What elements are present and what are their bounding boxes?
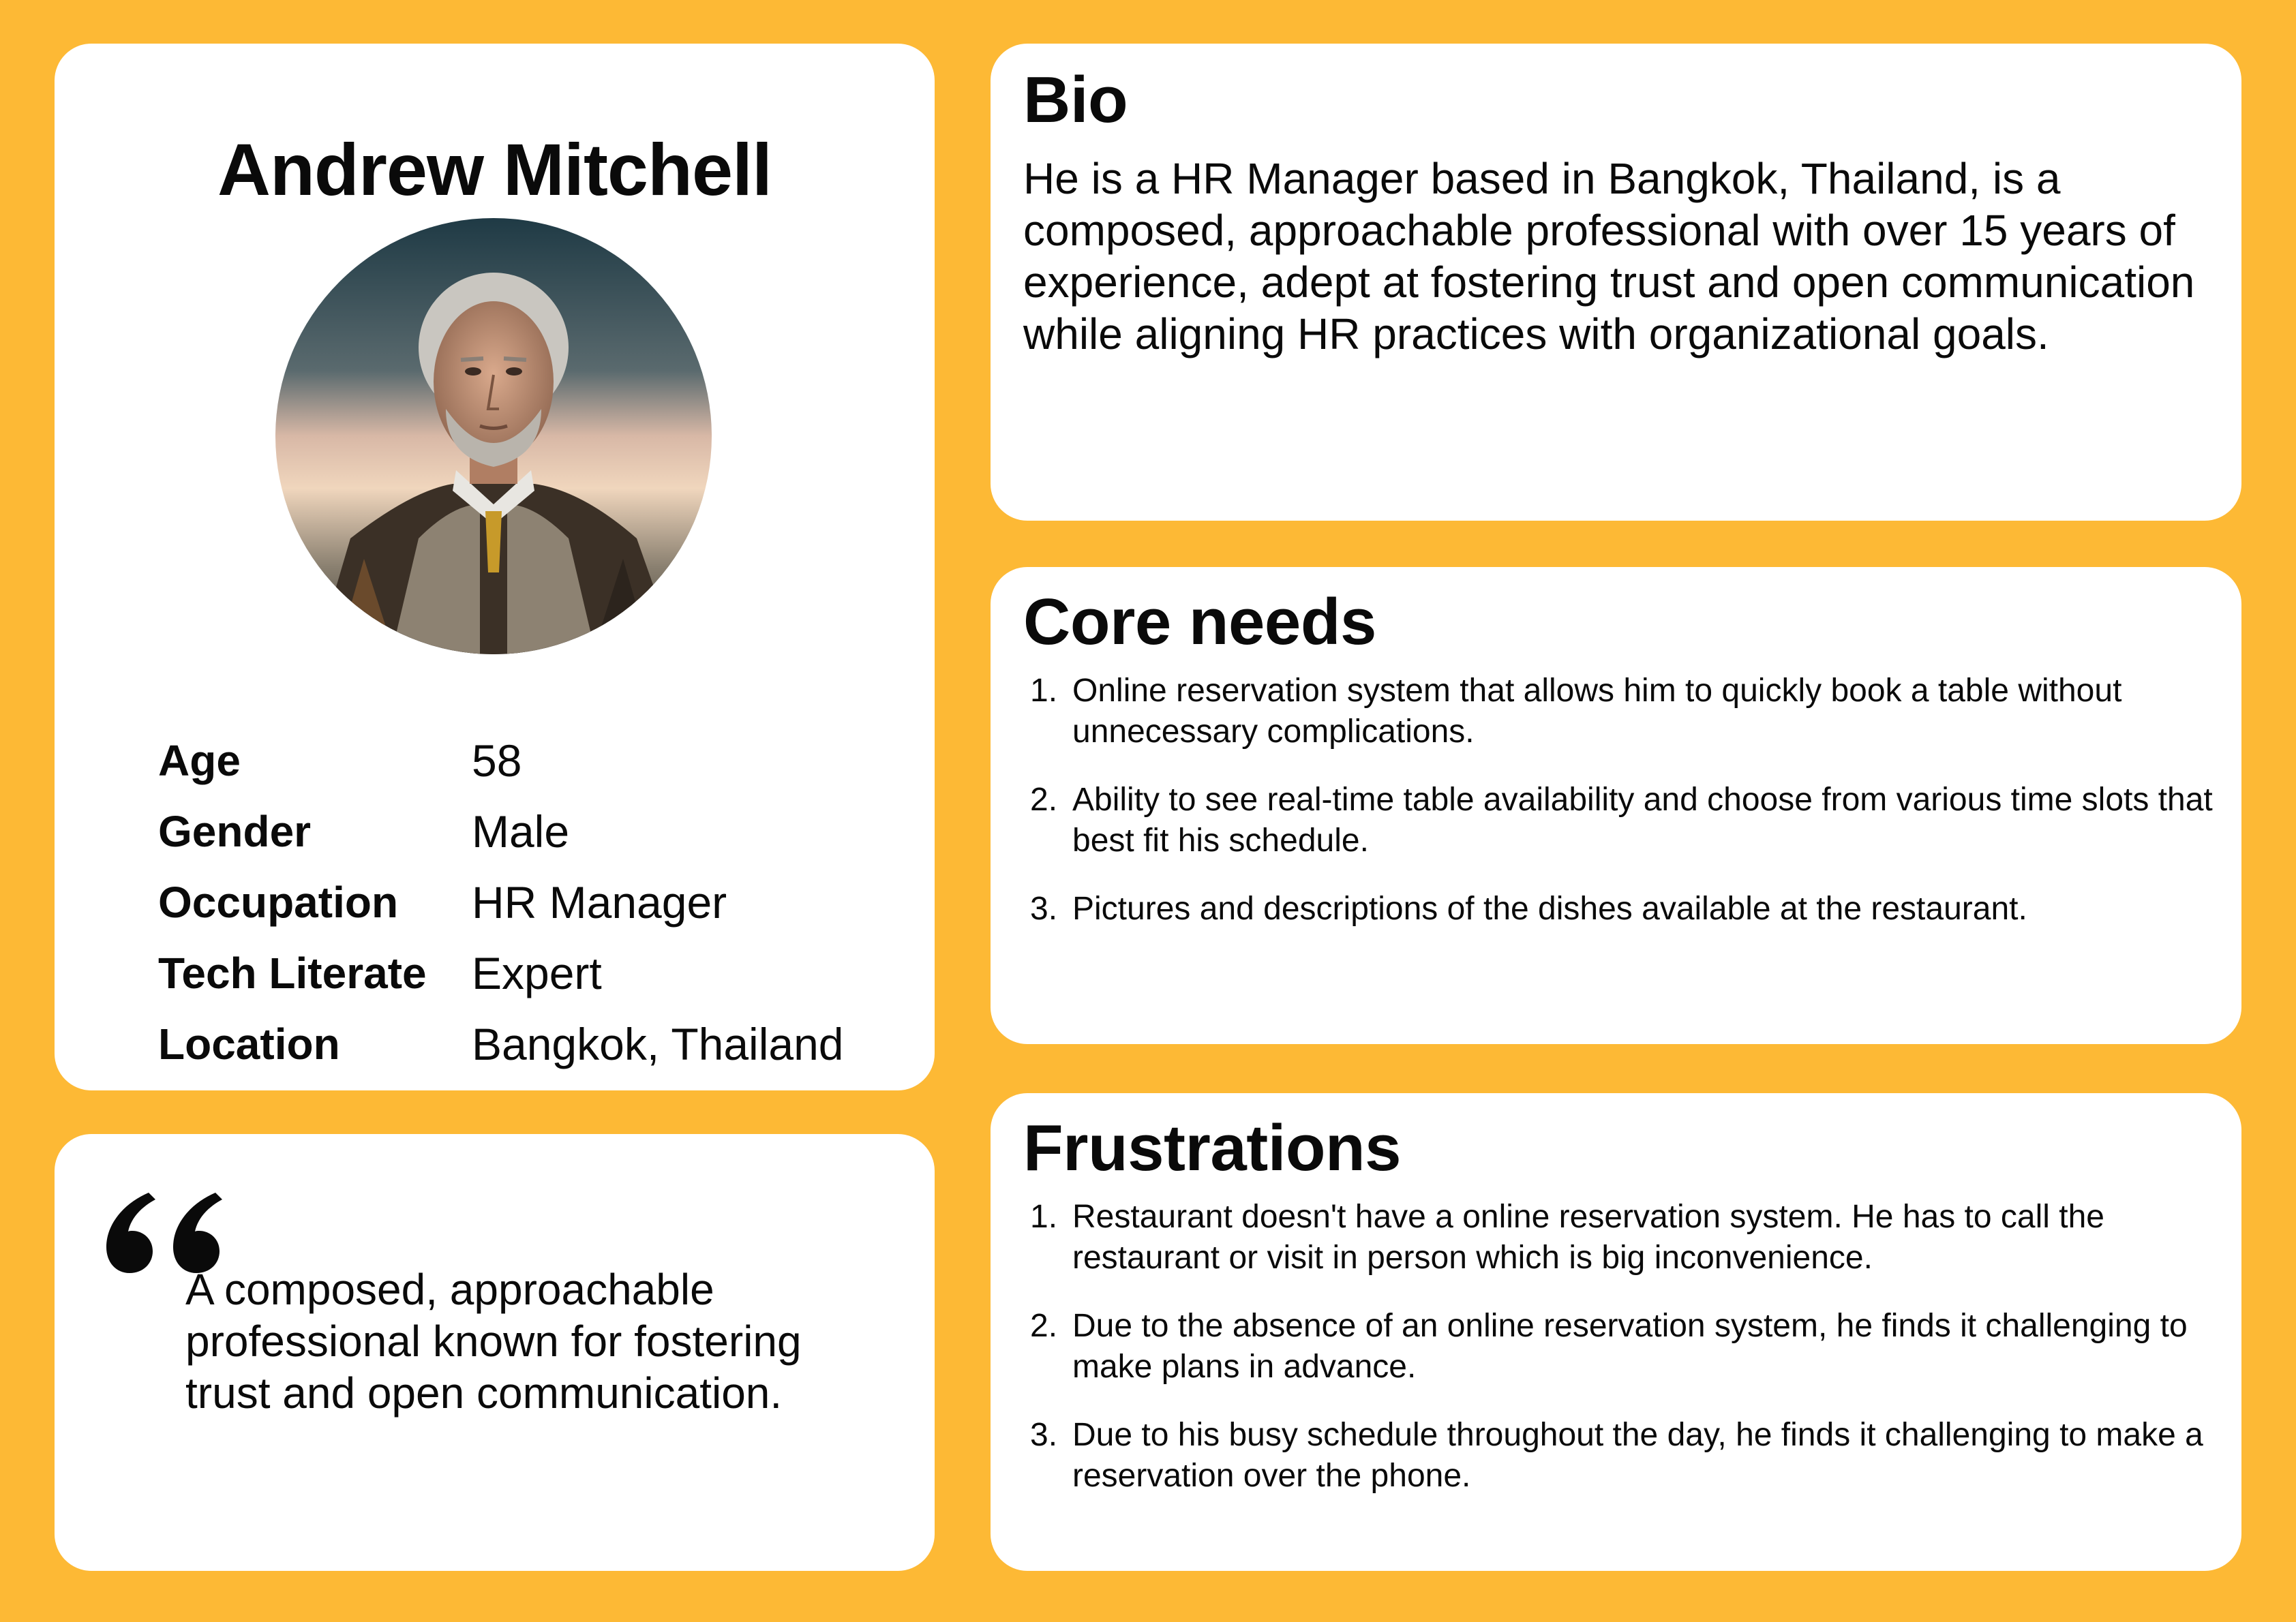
frustrations-card: Frustrations 1. Restaurant doesn't have … [991,1093,2241,1571]
avatar [275,218,712,654]
attribute-value: Expert [472,948,602,998]
attribute-value: Bangkok, Thailand [472,1019,844,1069]
list-number: 1. [1030,1199,1058,1235]
bio-card: Bio He is a HR Manager based in Bangkok,… [991,44,2241,521]
list-item: 3. Due to his busy schedule throughout t… [1023,1415,2223,1497]
attribute-label: Occupation [158,878,399,927]
attribute-row-age: Age 58 [158,725,844,796]
frustrations-list: 1. Restaurant doesn't have a online rese… [1023,1197,2223,1524]
list-number: 2. [1030,1308,1058,1344]
frustrations-title: Frustrations [1023,1112,1402,1184]
core-needs-list: 1. Online reservation system that allows… [1023,671,2223,957]
attribute-value: 58 [472,735,522,786]
list-item-text: Online reservation system that allows hi… [1072,673,2122,750]
attribute-label: Gender [158,807,312,856]
list-item: 3. Pictures and descriptions of the dish… [1023,889,2223,930]
list-number: 2. [1030,782,1058,818]
list-item-text: Due to his busy schedule throughout the … [1072,1417,2203,1494]
persona-name: Andrew Mitchell [217,128,772,211]
attribute-row-occupation: Occupation HR Manager [158,867,844,938]
attribute-row-gender: Gender Male [158,796,844,867]
list-item: 2. Due to the absence of an online reser… [1023,1306,2223,1388]
profile-card: Andrew Mitchell [55,44,935,1090]
list-item-text: Restaurant doesn't have a online reserva… [1072,1199,2104,1276]
list-item-text: Pictures and descriptions of the dishes … [1072,891,2027,927]
portrait-photo [275,218,712,654]
attribute-label: Tech Literate [158,949,427,998]
attribute-value: HR Manager [472,877,727,928]
list-item-text: Ability to see real-time table availabil… [1072,782,2213,859]
bio-text: He is a HR Manager based in Bangkok, Tha… [1023,154,2195,358]
core-needs-title: Core needs [1023,585,1376,658]
list-item: 1. Restaurant doesn't have a online rese… [1023,1197,2223,1279]
attribute-label: Location [158,1020,340,1069]
attribute-value: Male [472,806,570,857]
list-number: 1. [1030,673,1058,709]
list-number: 3. [1030,1417,1058,1453]
core-needs-card: Core needs 1. Online reservation system … [991,567,2241,1044]
attribute-row-location: Location Bangkok, Thailand [158,1009,844,1080]
attribute-label: Age [158,736,241,785]
attribute-row-tech-literate: Tech Literate Expert [158,938,844,1009]
quote-mark-icon [106,1193,222,1273]
list-item: 2. Ability to see real-time table availa… [1023,780,2223,861]
attributes-table: Age 58 Gender Male Occupation HR Manager… [158,725,844,1080]
list-item: 1. Online reservation system that allows… [1023,671,2223,752]
quote-text: A composed, approachable professional kn… [185,1265,802,1418]
list-number: 3. [1030,891,1058,927]
bio-title: Bio [1023,63,1128,136]
quote-card: A composed, approachable professional kn… [55,1134,935,1571]
list-item-text: Due to the absence of an online reservat… [1072,1308,2188,1385]
